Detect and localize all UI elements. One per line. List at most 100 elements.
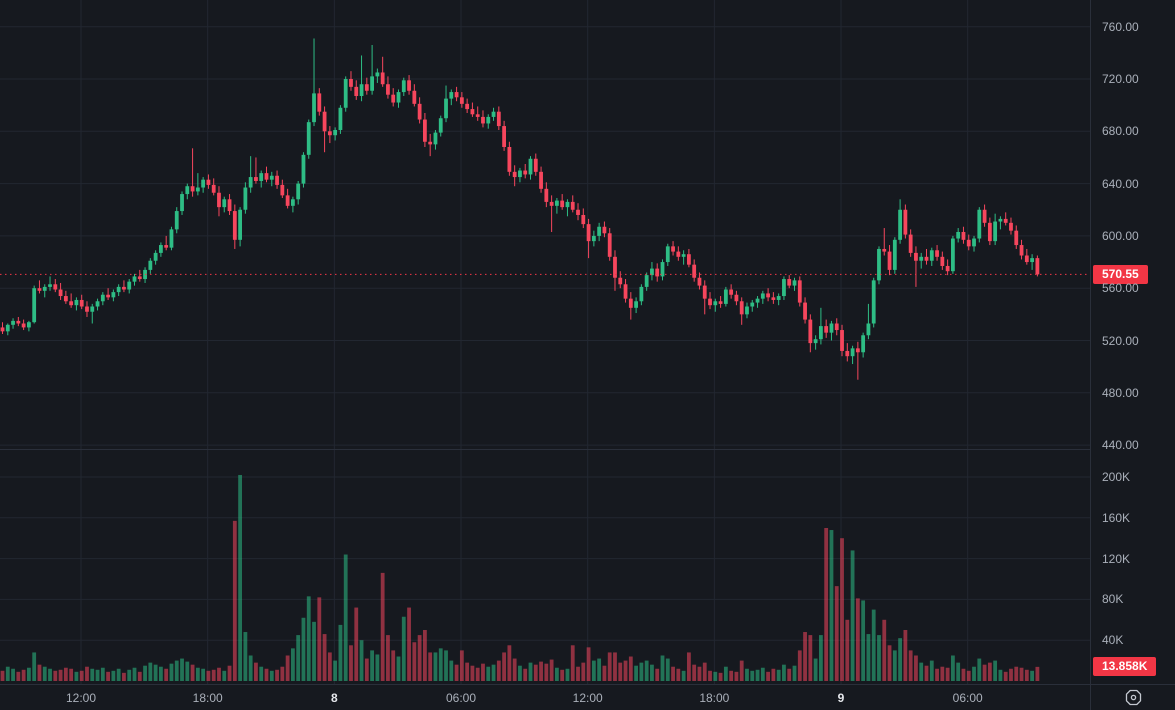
candle-body [16, 320, 21, 324]
candle-body [401, 80, 406, 93]
time-axis-label: 18:00 [699, 691, 730, 705]
time-axis[interactable]: 12:00 18:00 8 06:00 12:00 18:00 9 06:00 [0, 684, 1090, 710]
candle-body [708, 298, 712, 306]
volume-bar [63, 667, 68, 681]
volume-bar [322, 634, 327, 681]
volume-bar [602, 665, 607, 681]
volume-bar [359, 640, 364, 681]
axis-corner [1090, 684, 1175, 710]
candle-body [555, 200, 559, 206]
price-axis-label: 760.00 [1102, 19, 1139, 34]
candle-body [116, 286, 121, 293]
candle-body [1019, 245, 1024, 256]
octagon-dot-icon [1125, 689, 1141, 706]
volume-bar [555, 667, 559, 681]
candle-body [301, 154, 306, 184]
price-axis[interactable]: 570.55 13.858K 760.00 720.00 680.00 640.00 6… [1090, 0, 1175, 684]
candle-body [871, 280, 876, 324]
volume-bar [254, 662, 258, 681]
volume-bar [201, 668, 206, 681]
volume-bar [470, 665, 475, 681]
volume-bar [549, 659, 554, 681]
candle-body [850, 348, 855, 357]
candle-body [343, 79, 348, 108]
candle-body [1024, 255, 1029, 263]
candle-body [655, 268, 660, 277]
volume-bar [174, 660, 179, 681]
candle-body [771, 297, 776, 300]
candle-body [591, 235, 596, 242]
volume-bar [972, 666, 976, 681]
candle-body [665, 246, 670, 263]
candle-body [412, 90, 417, 104]
candle-body [951, 238, 955, 272]
candle-body [27, 322, 31, 328]
volume-bar [591, 660, 596, 681]
candle-body [264, 173, 269, 180]
volume-bar [401, 616, 406, 681]
volume-bar [613, 652, 617, 681]
candle-body [465, 103, 470, 110]
volume-bar [27, 667, 31, 681]
candle-body [100, 294, 105, 302]
candle-body [317, 93, 322, 112]
candle-body [565, 201, 570, 208]
candlestick-chart-pane[interactable] [0, 0, 1090, 684]
candle-body [85, 306, 89, 312]
volume-bar [491, 664, 496, 681]
time-axis-label: 18:00 [192, 691, 223, 705]
volume-bar [502, 652, 506, 681]
candle-body [882, 248, 887, 252]
candle-body [977, 209, 982, 239]
candle-body [222, 199, 227, 208]
candle-body [74, 299, 79, 306]
volume-bar [454, 664, 459, 681]
candle-body [349, 79, 353, 87]
volume-bar [0, 670, 5, 681]
candle-body [987, 222, 992, 242]
volume-bar [354, 607, 359, 681]
volume-bar [834, 586, 839, 681]
volume-bar [438, 648, 443, 681]
volume-bar [660, 655, 665, 681]
candle-body [745, 306, 749, 315]
candle-body [185, 186, 190, 195]
candle-body [333, 129, 338, 136]
candle-body [322, 111, 327, 132]
volume-bar [42, 666, 47, 681]
candle-body [713, 301, 718, 306]
last-volume-badge: 13.858K [1093, 657, 1157, 677]
volume-bar [708, 670, 712, 681]
candle-body [174, 211, 179, 230]
volume-bar [766, 671, 770, 681]
volume-bar [528, 662, 533, 681]
volume-bar [100, 667, 105, 681]
candle-body [866, 323, 871, 336]
volume-bar [412, 642, 417, 681]
volume-bar [977, 658, 982, 681]
volume-bar [681, 670, 686, 681]
candle-body [671, 246, 675, 252]
candle-body [607, 233, 612, 257]
volume-bar [243, 632, 248, 681]
volume-bar [291, 648, 295, 681]
volume-bar [5, 666, 10, 681]
candle-body [845, 350, 850, 357]
candle-body [687, 254, 691, 265]
volume-bar [586, 647, 591, 681]
candle-body [386, 84, 390, 95]
volume-bar [222, 670, 227, 681]
candle-body [549, 201, 554, 206]
volume-bar [924, 665, 929, 681]
volume-bar [892, 650, 897, 681]
volume-bar [444, 650, 448, 681]
volume-bar [956, 662, 961, 681]
volume-bar [808, 635, 813, 681]
volume-bar [269, 670, 274, 681]
candle-body [291, 199, 295, 206]
axis-settings-button[interactable] [1122, 686, 1145, 709]
volume-bar [1035, 666, 1040, 681]
candle-body [306, 122, 311, 155]
volume-bar [53, 670, 58, 681]
